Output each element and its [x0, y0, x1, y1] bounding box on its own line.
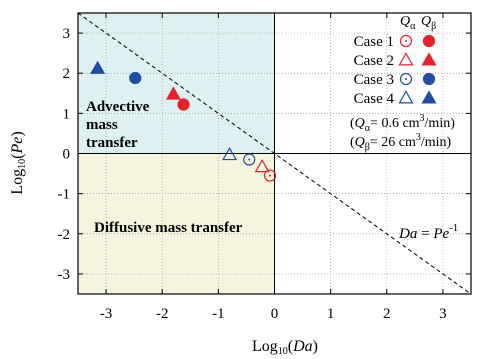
x-tick-label: 2: [383, 306, 391, 322]
ticks: -3 -2 -1 0 1 2 3 -3 -2 -1 0 1 2 3: [58, 13, 471, 322]
x-tick-label: -2: [156, 306, 169, 322]
region-label-diffusive: Diffusive mass transfer: [94, 220, 243, 236]
region-diffusive: [78, 153, 275, 294]
region-label-advective-3: transfer: [86, 135, 138, 151]
legend-col-beta: Qβ: [421, 14, 436, 32]
point-case-3-alpha: [243, 153, 256, 166]
x-tick-label: -3: [100, 306, 113, 322]
y-tick-label: 1: [63, 106, 71, 122]
point-case-1-alpha: [263, 169, 277, 182]
legend: Case 1 Case 2 Case 3 Case 4: [354, 34, 437, 107]
legend-label: Case 1: [354, 34, 394, 50]
point-case-2-beta: [165, 86, 181, 100]
y-tick-label: 0: [63, 147, 71, 163]
y-tick-label: 2: [63, 66, 71, 82]
legend-marker-alpha: [399, 72, 413, 86]
legend-col-alpha: Qα: [400, 14, 416, 32]
point-case-4-beta: [90, 60, 106, 74]
y-tick-label: -2: [58, 227, 71, 243]
legend-marker-beta: [421, 52, 437, 66]
legend-label: Case 3: [354, 72, 394, 88]
legend-note-alpha: (Qα= 0.6 cm3/min): [350, 113, 455, 134]
legend-marker-alpha: [399, 34, 413, 48]
boundary-line: [77, 12, 472, 295]
point-case-2-alpha: [254, 159, 270, 173]
data-points: [90, 60, 277, 182]
x-tick-label: 3: [439, 306, 447, 322]
legend-label: Case 4: [354, 91, 395, 107]
y-tick-label: -3: [58, 267, 71, 283]
point-case-3-beta: [129, 71, 142, 85]
boundary-label: Da = Pe-1: [398, 222, 458, 242]
point-case-1-beta: [177, 98, 190, 111]
region-label-advective-1: Advective: [86, 99, 150, 115]
x-axis-label: Log10(Da): [252, 338, 318, 357]
y-axis-label: Log10(Pe): [9, 131, 28, 194]
point-case-4-alpha: [222, 146, 238, 161]
x-tick-label: 1: [327, 306, 335, 322]
region-label-advective-2: mass: [86, 117, 118, 133]
legend-marker-alpha: [398, 52, 414, 66]
legend-marker-beta: [422, 72, 436, 86]
legend-marker-alpha: [398, 90, 414, 104]
y-tick-label: 3: [63, 26, 71, 42]
legend-marker-beta: [421, 90, 437, 104]
x-tick-label: 0: [271, 306, 279, 322]
legend-note-beta: (Qβ= 26 cm3/min): [350, 132, 452, 153]
x-tick-label: -1: [212, 306, 225, 322]
y-tick-label: -1: [58, 187, 71, 203]
legend-label: Case 2: [354, 53, 394, 69]
legend-marker-beta: [422, 34, 436, 48]
